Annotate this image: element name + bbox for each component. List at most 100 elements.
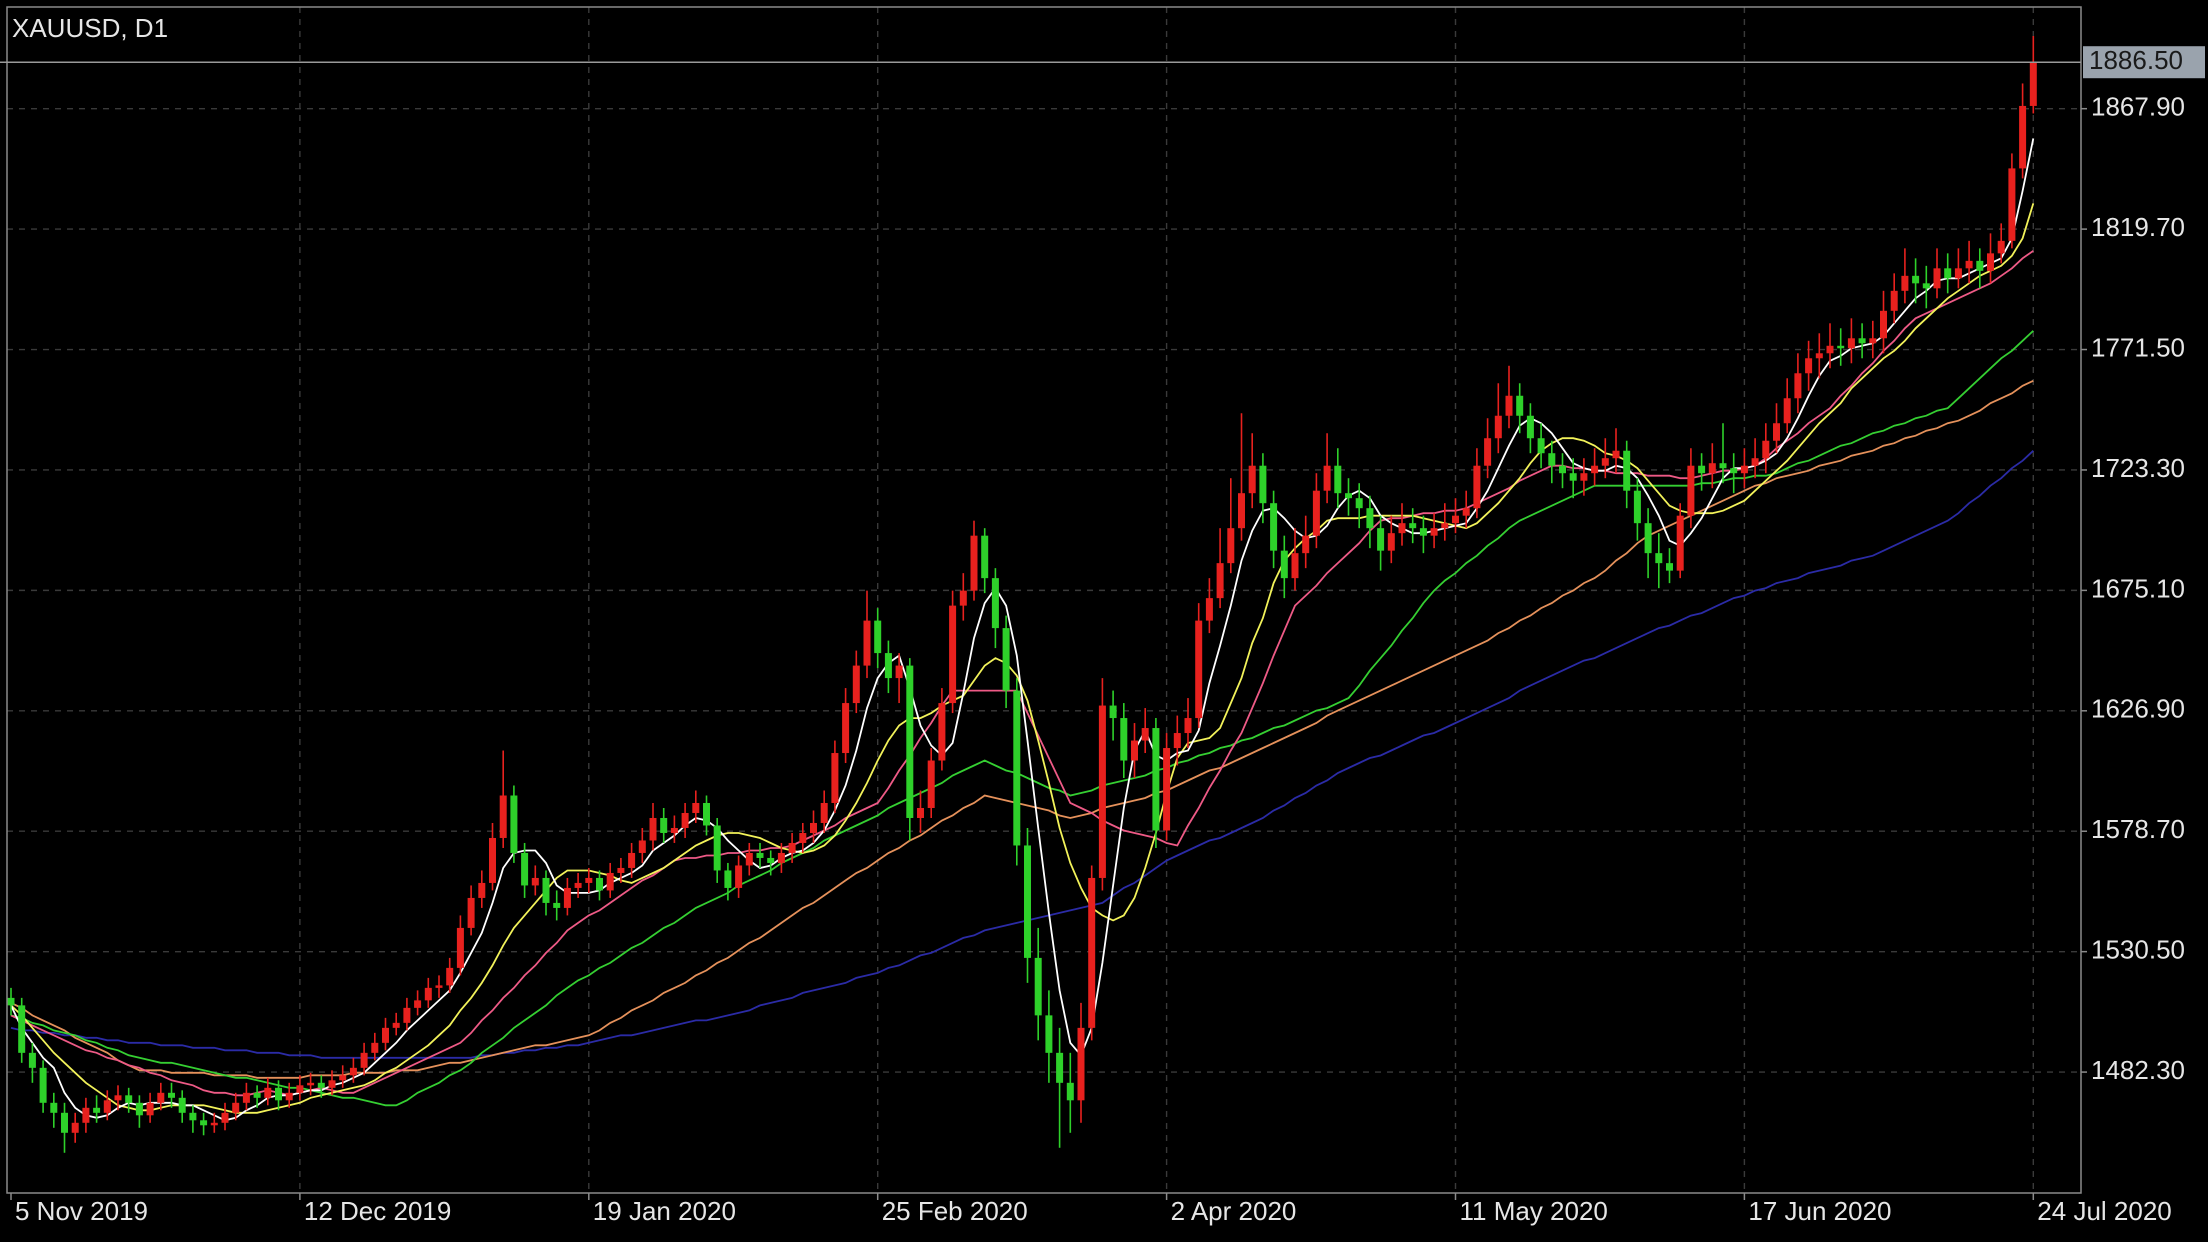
candle-body — [777, 852, 785, 863]
candle-body — [703, 802, 710, 826]
candle-body — [1933, 268, 1941, 289]
candle-body — [135, 1102, 143, 1116]
candle-body — [1098, 705, 1106, 878]
candle-body — [1494, 415, 1502, 439]
candle-body — [1323, 465, 1331, 491]
candle-body — [467, 897, 475, 928]
candle-body — [328, 1080, 336, 1088]
candle-body — [339, 1075, 347, 1081]
candle-body — [1066, 1082, 1074, 1101]
candle-body — [125, 1095, 133, 1103]
candle-body — [852, 665, 860, 704]
candle-body — [1248, 465, 1256, 494]
candle-body — [264, 1087, 272, 1098]
y-tick-label: 1723.30 — [2091, 453, 2185, 483]
candle-body — [724, 870, 732, 888]
candle-body — [1965, 260, 1973, 269]
candle-body — [2008, 168, 2016, 241]
candle-body — [713, 825, 721, 871]
candle-body — [820, 802, 828, 823]
candle-body — [2029, 62, 2037, 106]
x-tick-label: 12 Dec 2019 — [304, 1196, 451, 1226]
candle-body — [1409, 523, 1417, 529]
candle-body — [103, 1100, 111, 1113]
chart-title: XAUUSD, D1 — [12, 13, 168, 43]
candle-body — [296, 1085, 304, 1093]
candle-body — [1997, 240, 2005, 254]
candle-body — [28, 1052, 36, 1068]
candle-body — [1719, 463, 1727, 469]
candle-body — [2019, 105, 2027, 169]
candle-body — [253, 1092, 261, 1098]
moving-averages — [10, 138, 2035, 1122]
candle-body — [681, 812, 689, 828]
candle-body — [1302, 535, 1310, 554]
candle-body — [446, 967, 454, 986]
candle-body — [585, 877, 593, 883]
candle-body — [242, 1092, 250, 1103]
candle-body — [895, 665, 903, 679]
candle-body — [991, 578, 999, 629]
candle-body — [7, 997, 15, 1006]
candle-body — [1377, 528, 1385, 551]
candle-body — [628, 852, 636, 868]
candle-body — [874, 620, 882, 654]
candle-body — [1270, 503, 1278, 551]
moving-average-line — [10, 203, 2035, 1114]
candle-body — [1526, 415, 1534, 439]
candle-body — [210, 1122, 218, 1126]
candle-body — [1345, 493, 1352, 499]
candle-body — [959, 590, 967, 606]
last-price-box — [2083, 46, 2205, 79]
candle-body — [1398, 523, 1406, 534]
candle-body — [1837, 345, 1845, 349]
y-tick-label: 1626.90 — [2091, 694, 2185, 724]
candle-body — [638, 840, 646, 853]
y-tick-label: 1482.30 — [2091, 1055, 2185, 1085]
candle-body — [1505, 395, 1513, 416]
y-tick-label: 1771.50 — [2091, 332, 2185, 362]
candle-body — [168, 1092, 175, 1098]
candle-body — [221, 1112, 229, 1123]
candle-body — [39, 1067, 47, 1103]
candle-body — [735, 865, 743, 888]
candle-body — [456, 927, 464, 968]
candle-body — [1730, 468, 1738, 474]
candle-body — [1559, 465, 1566, 474]
candle-body — [842, 703, 850, 754]
candle-body — [1056, 1052, 1064, 1083]
candle-body — [745, 852, 753, 866]
candle-body — [1334, 465, 1342, 494]
candle-body — [371, 1042, 379, 1053]
candle-body — [1419, 528, 1427, 536]
candle-body — [360, 1052, 368, 1068]
candle-body — [1291, 553, 1299, 579]
candle-body — [1922, 283, 1930, 289]
candle-body — [1623, 450, 1631, 491]
candle-body — [1644, 523, 1652, 554]
candle-body — [649, 817, 657, 841]
candle-body — [1387, 533, 1395, 551]
candle-body — [799, 832, 807, 843]
candle-body — [1633, 490, 1641, 524]
candle-body — [1013, 690, 1021, 846]
candle-body — [1537, 438, 1545, 454]
candle-body — [1976, 260, 1984, 271]
y-tick-label: 1819.70 — [2091, 212, 2185, 242]
candle-body — [499, 795, 507, 838]
candle-body — [510, 795, 518, 853]
candle-body — [1783, 398, 1791, 424]
candle-body — [349, 1067, 357, 1076]
candle-body — [61, 1112, 68, 1133]
candle-body — [1912, 275, 1920, 284]
candle-body — [1195, 620, 1203, 719]
candle-body — [1120, 718, 1128, 761]
candle-body — [1131, 740, 1138, 761]
candle-body — [1312, 490, 1320, 536]
candle-body — [392, 1022, 400, 1028]
candle-body — [1141, 728, 1149, 741]
candle-body — [660, 817, 668, 833]
x-tick-label: 5 Nov 2019 — [15, 1196, 148, 1226]
candle-body — [82, 1107, 90, 1123]
